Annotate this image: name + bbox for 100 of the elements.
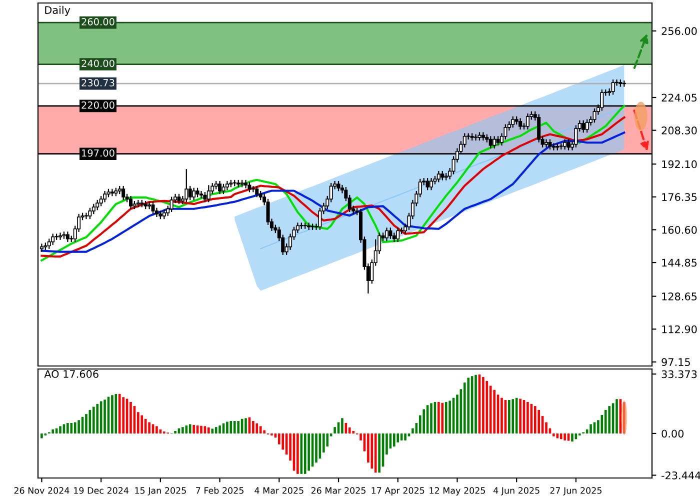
candlestick	[384, 227, 388, 242]
bar	[408, 433, 410, 436]
bar	[192, 424, 195, 434]
candlestick	[511, 116, 515, 128]
candlestick	[206, 184, 210, 203]
y-tick-label: 176.35	[662, 193, 697, 202]
candlestick	[248, 181, 252, 193]
candlestick	[396, 227, 400, 243]
y-tick-label: 112.90	[662, 325, 697, 334]
bar	[396, 433, 400, 442]
y-tick-label: 0.00	[662, 430, 684, 438]
candlestick	[318, 207, 322, 230]
bar	[148, 422, 150, 434]
bar	[500, 398, 503, 434]
candlestick	[585, 118, 589, 134]
bar	[519, 398, 522, 434]
bar	[256, 423, 258, 434]
bar	[564, 433, 566, 440]
candlestick	[170, 196, 174, 213]
bar	[534, 406, 536, 434]
ref-line-label: 240.00	[82, 60, 114, 68]
bar	[78, 420, 80, 434]
ref-line-label: 260.00	[82, 18, 114, 26]
bar	[430, 403, 432, 434]
bar	[315, 433, 318, 463]
candlestick	[88, 207, 92, 220]
candlestick	[548, 138, 552, 150]
candlestick	[84, 212, 88, 220]
candlestick	[222, 183, 226, 195]
y-tick-label: 208.30	[662, 126, 697, 134]
bar	[393, 433, 396, 446]
bar	[188, 424, 192, 434]
x-tick-label: 26 Nov 2024	[14, 487, 70, 494]
candlestick	[544, 138, 548, 148]
candlestick	[611, 78, 615, 96]
x-tick-label: 27 Jun 2025	[550, 487, 602, 496]
bar	[441, 402, 444, 434]
y-tick-label: 33.373	[662, 370, 697, 378]
bar	[374, 433, 377, 473]
x-tick-label: 17 Apr 2025	[372, 487, 424, 496]
bar	[556, 433, 559, 438]
candlestick	[66, 231, 70, 243]
bar	[233, 421, 236, 434]
bar	[448, 400, 451, 434]
candlestick	[518, 118, 522, 130]
candlestick	[177, 193, 181, 205]
bar	[182, 427, 184, 434]
bar	[111, 395, 114, 434]
bar	[493, 390, 496, 434]
ref-line-label: 230.73	[82, 79, 114, 86]
bar	[560, 433, 562, 440]
y-tick-label: 256.00	[662, 27, 697, 36]
candlestick	[592, 108, 596, 124]
candlestick	[188, 185, 192, 201]
candlestick	[496, 136, 500, 146]
bar	[174, 430, 176, 434]
bar	[438, 402, 440, 434]
chart-title: Daily	[45, 6, 70, 16]
bar	[156, 426, 158, 434]
candlestick	[563, 138, 567, 150]
candlestick	[151, 201, 155, 215]
candlestick	[255, 185, 259, 198]
y-tick-label: 97.15	[662, 358, 690, 366]
bar	[104, 400, 106, 434]
bar	[70, 422, 73, 434]
bar	[508, 400, 510, 434]
x-tick-label: 26 Mar 2025	[311, 487, 366, 494]
bar	[467, 378, 470, 434]
bar	[244, 418, 247, 434]
bar	[616, 399, 618, 434]
candlestick	[582, 120, 586, 134]
bar	[226, 422, 228, 434]
bar	[370, 433, 374, 469]
x-tick-label: 12 May 2025	[430, 487, 485, 496]
candlestick	[574, 124, 578, 148]
bar	[538, 410, 540, 434]
bar	[552, 433, 555, 436]
bar	[96, 404, 99, 434]
x-tick-label: 7 Feb 2025	[196, 487, 244, 494]
candlestick	[218, 180, 222, 195]
candlestick	[474, 134, 478, 142]
chart-title: AO 17.606	[44, 370, 98, 378]
candlestick	[388, 227, 392, 240]
y-tick-label: 160.60	[662, 226, 697, 234]
bar	[308, 433, 310, 471]
y-tick-label: 128.65	[662, 292, 697, 300]
candlestick	[430, 177, 434, 191]
bar	[526, 402, 529, 434]
y-tick-label: 224.05	[662, 94, 697, 102]
candlestick	[566, 138, 570, 151]
bar	[208, 427, 210, 434]
candlestick	[148, 201, 152, 210]
bar	[52, 429, 54, 434]
bar	[512, 399, 514, 434]
y-tick-label: 144.85	[662, 258, 697, 267]
bar	[237, 421, 240, 434]
candlestick	[110, 188, 114, 197]
y-tick-label: 192.10	[662, 160, 697, 168]
candlestick	[203, 191, 207, 203]
bar	[140, 415, 144, 434]
